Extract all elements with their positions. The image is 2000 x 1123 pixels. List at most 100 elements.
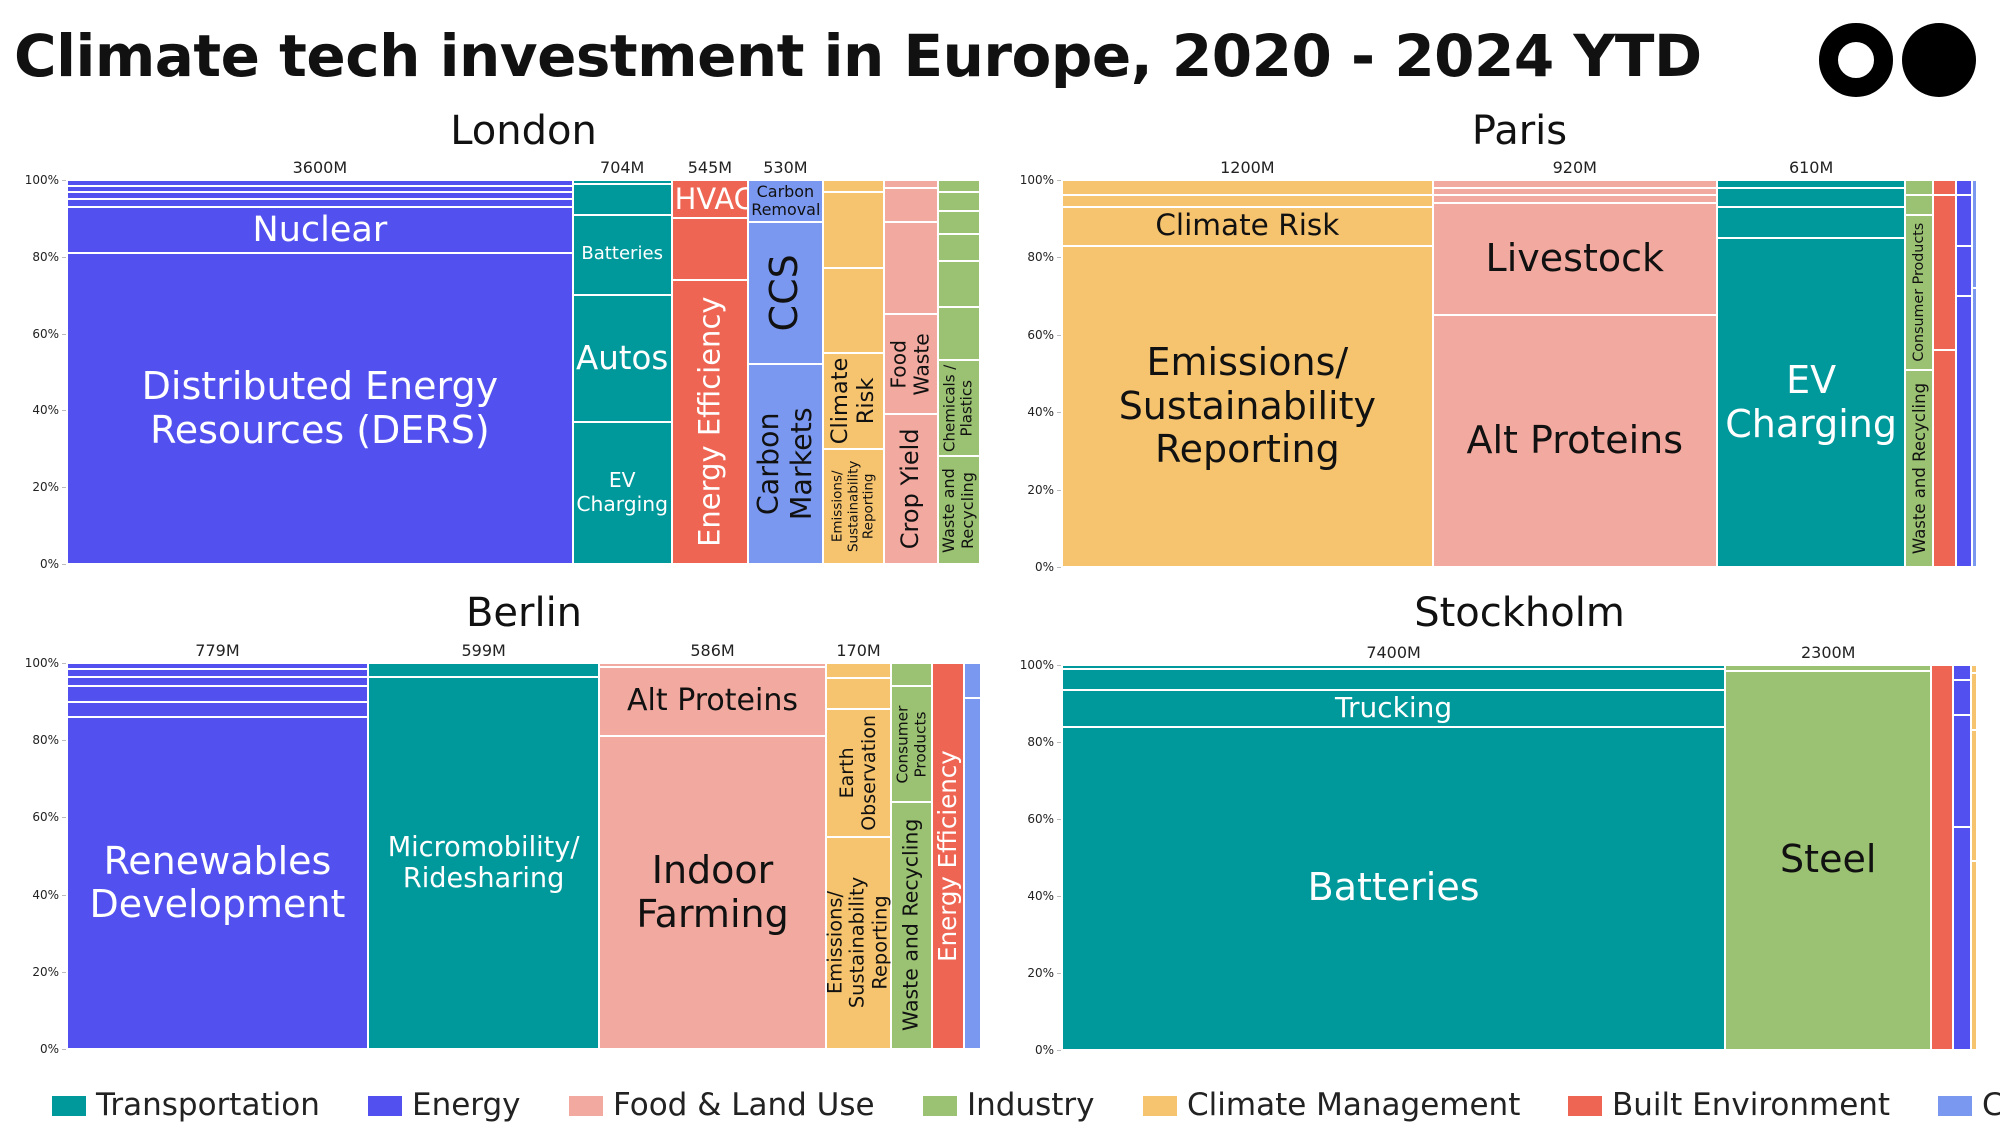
segment-label: Alt Proteins <box>627 683 798 719</box>
segment-label: Micromobility/ Ridesharing <box>387 831 580 894</box>
segment <box>1716 180 1906 188</box>
page-title: Climate tech investment in Europe, 2020 … <box>14 22 1702 90</box>
y-tick <box>1057 567 1061 568</box>
y-tick-label: 80% <box>1027 735 1054 749</box>
segment-label: Livestock <box>1485 236 1664 281</box>
y-tick <box>62 256 66 258</box>
column-total-label: 3600M <box>292 158 348 177</box>
segment <box>964 663 981 698</box>
y-tick-label: 80% <box>32 733 59 748</box>
segment <box>67 191 573 200</box>
segment <box>1956 180 1972 196</box>
segment-label: Renewables Development <box>89 838 346 927</box>
segment <box>1952 826 1971 1050</box>
y-tick-label: 100% <box>24 173 59 187</box>
segment-label: Waste and Recycling <box>1909 382 1929 554</box>
segment <box>1062 245 1433 567</box>
segment-label: Climate Risk <box>826 357 879 445</box>
segment <box>1432 180 1717 188</box>
segment <box>572 183 672 215</box>
segment <box>822 352 885 449</box>
segment <box>891 686 933 802</box>
segment <box>599 663 826 667</box>
segment <box>67 701 368 718</box>
segment-label: Crop Yield <box>896 428 925 550</box>
column-total-label: 920M <box>1552 158 1597 177</box>
segment <box>884 222 938 315</box>
y-tick <box>62 971 66 973</box>
legend-label: Transportation <box>96 1087 320 1123</box>
y-tick <box>62 333 66 335</box>
y-tick-label: 80% <box>1027 250 1054 265</box>
segment <box>1062 668 1726 691</box>
y-tick <box>1057 257 1061 259</box>
y-tick-label: 20% <box>32 480 59 495</box>
legend-swatch <box>569 1096 603 1116</box>
column-total-label: 779M <box>195 641 240 660</box>
y-tick-label: 60% <box>1027 327 1054 342</box>
segment <box>671 218 749 280</box>
segment <box>1432 187 1717 196</box>
legend-label: Industry <box>967 1087 1095 1123</box>
segment <box>1905 195 1934 215</box>
segment-label: Energy Efficiency <box>933 750 963 962</box>
segment-label: Indoor Farming <box>636 848 789 936</box>
segment-label: Climate Risk <box>1155 208 1340 243</box>
y-tick <box>62 663 66 664</box>
segment-label: EV Charging <box>576 468 669 516</box>
y-tick-label: 100% <box>1019 173 1054 187</box>
segment <box>932 663 965 1049</box>
segment <box>825 678 892 710</box>
column-total-label: 545M <box>687 158 733 177</box>
segment <box>67 676 368 687</box>
legend-swatch <box>368 1096 402 1116</box>
segment <box>1062 665 1726 669</box>
segment <box>822 448 885 564</box>
legend-swatch <box>923 1096 957 1116</box>
segment <box>599 666 826 737</box>
logo-ring <box>1819 23 1893 97</box>
y-tick-label: 0% <box>39 557 59 571</box>
segment <box>891 663 933 687</box>
y-tick <box>1057 180 1061 181</box>
segment-label: Earth Observation <box>835 714 880 831</box>
segment-label: Emissions/ Sustainability Reporting <box>1118 339 1376 472</box>
segment <box>1716 238 1906 567</box>
segment <box>367 676 600 1049</box>
segment <box>1971 180 1977 289</box>
segment <box>1905 369 1934 567</box>
segment-label: HVAC <box>674 181 754 216</box>
segment-label: EV Charging <box>1725 358 1897 446</box>
segment <box>1931 665 1953 1050</box>
column-total-label: 2300M <box>1800 643 1856 662</box>
column-total-label: 1200M <box>1220 158 1275 177</box>
segment <box>1062 207 1433 246</box>
segment <box>825 663 892 679</box>
y-tick-label: 40% <box>32 403 59 418</box>
segment <box>937 180 980 192</box>
segment <box>748 364 823 564</box>
segment <box>825 709 892 837</box>
segment <box>1062 195 1433 208</box>
segment <box>891 801 933 1049</box>
segment <box>67 199 573 207</box>
y-tick-label: 0% <box>1034 1043 1054 1057</box>
y-tick-label: 60% <box>32 326 59 341</box>
y-tick <box>62 740 66 742</box>
y-tick <box>1057 489 1061 491</box>
segment <box>884 414 938 564</box>
segment <box>67 668 368 677</box>
segment-label: Carbon Markets <box>751 407 818 521</box>
segment <box>822 180 885 192</box>
segment <box>671 279 749 564</box>
y-tick <box>1057 665 1061 666</box>
y-tick-label: 20% <box>32 964 59 979</box>
legend-label: Climate Management <box>1187 1087 1521 1123</box>
y-tick <box>62 180 66 181</box>
y-tick-label: 20% <box>1027 966 1054 980</box>
segment-label: CCS <box>762 254 807 332</box>
y-tick <box>1057 819 1061 820</box>
segment <box>671 180 749 219</box>
segment <box>1716 187 1906 208</box>
segment <box>1432 203 1717 316</box>
